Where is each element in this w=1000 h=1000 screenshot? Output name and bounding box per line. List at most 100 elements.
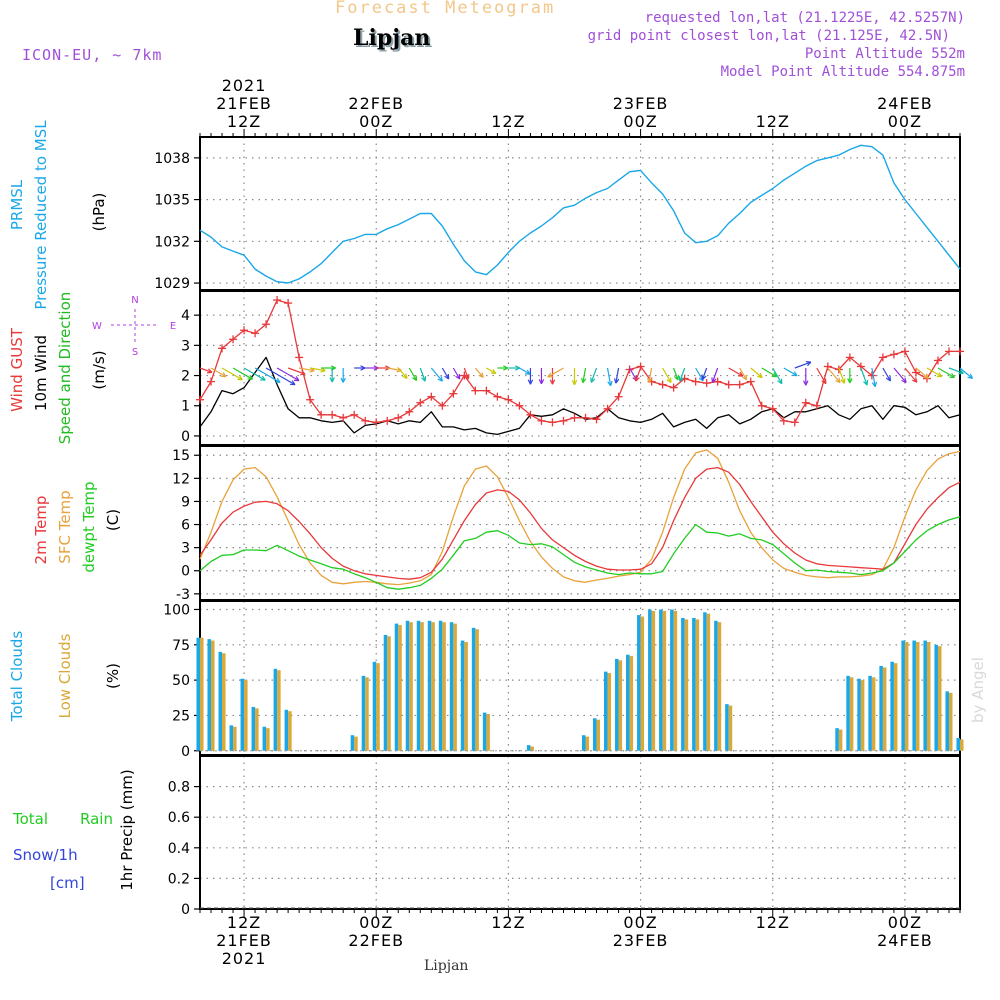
bar-total-clouds [835,728,839,751]
y-tick-label: 0 [181,744,190,760]
header-model-altitude: Model Point Altitude 554.875m [720,64,965,80]
gust-marker [713,377,722,386]
top-hour-label: 12Z [227,112,261,131]
bar-total-clouds [868,675,872,751]
bar-low-clouds [629,656,634,751]
bottom-hour-label: 00Z [888,913,922,932]
bar-low-clouds [596,719,601,751]
header-model: ICON-EU, ~ 7km [22,46,163,64]
wind-arrow [701,367,708,380]
gust-marker [614,392,623,401]
wind-arrow [538,368,545,385]
bar-low-clouds [871,677,876,751]
compass-n: N [131,295,138,306]
bar-total-clouds [262,726,267,751]
wind-arrow [959,367,974,380]
wind-arrow [580,367,587,384]
y-tick-label: 0 [181,429,190,445]
bar-total-clouds [857,678,861,751]
wind-arrow [527,368,534,385]
wind-arrow [662,367,672,384]
bar-low-clouds [640,616,645,751]
wind-arrow [497,365,509,371]
bar-total-clouds [273,668,278,751]
wind-arrow [210,367,227,378]
bar-low-clouds [431,622,435,751]
top-hour-label: 00Z [623,112,657,131]
bar-total-clouds [196,637,200,751]
bar-low-clouds [937,646,942,751]
bar-low-clouds [860,680,865,751]
bar-low-clouds [728,705,733,751]
wind-arrow [761,367,778,378]
wind-arrow [772,367,783,385]
panel-temp: -3 0 3 6 9 12 15 [172,445,961,603]
wind-arrow [590,367,598,383]
bar-low-clouds [200,637,204,751]
bottom-hour-label: 00Z [359,913,393,932]
panel-pressure: 1029 1032 1035 1038 [154,136,961,292]
gust-marker [658,380,667,389]
gust-marker [361,416,370,425]
y-tick-label: 1 [181,399,190,415]
gust-marker [878,353,887,362]
panel-frame [199,600,961,756]
bar-total-clouds [218,651,223,751]
gust-marker [735,380,744,389]
y-tick-label: 0.2 [168,871,190,887]
gust-marker [548,418,557,427]
y-tick-label: 1035 [154,193,190,209]
header-requested: requested lon,lat (21.1225E, 42.5257N) [644,10,965,26]
bottom-hour-label: 12Z [756,913,790,932]
gust-marker [482,386,491,395]
compass-s: S [132,347,138,358]
gust-marker [438,401,447,410]
bar-total-clouds [725,704,729,751]
wind-arrow [926,367,943,378]
bar-low-clouds [695,619,700,751]
gust-marker [801,398,810,407]
bar-low-clouds [233,726,237,751]
gust-marker [207,377,216,386]
wind-arrow [340,368,346,383]
bar-total-clouds [207,639,212,751]
wind-arrow [463,367,470,380]
y-tick-label: 50 [172,673,190,689]
bar-total-clouds [681,617,685,751]
header-grid-point: grid point closest lon,lat (21.125E, 42.… [587,28,950,44]
y-tick-label: 1032 [154,234,190,250]
bar-low-clouds [651,610,656,751]
y-tick-label: 2 [181,369,190,385]
gust-marker [724,380,733,389]
bar-total-clouds [648,609,652,751]
precip-snow-label: Snow/1h [13,846,78,864]
wind-arrow [937,367,955,379]
y-tick-label: -3 [176,587,190,603]
bar-total-clouds [956,738,960,751]
gust-marker [581,413,590,422]
bar-low-clouds [607,673,612,751]
header-location: Lipjan [353,25,431,51]
gust-marker [559,416,568,425]
bar-total-clouds [890,661,894,751]
wind-dir-label: Speed and Direction [56,292,74,445]
gust-marker [383,416,392,425]
bar-total-clouds [449,622,454,751]
bar-low-clouds [882,667,887,751]
bar-total-clouds [659,609,663,751]
wind-arrow [254,367,281,384]
top-year-label: 2021 [222,76,267,95]
bar-total-clouds [427,620,432,751]
gust-marker [471,386,480,395]
top-hour-label: 12Z [756,112,790,131]
top-hour-label: 12Z [491,112,525,131]
gust-marker [944,347,953,356]
bar-low-clouds [354,736,358,751]
wind-arrow [419,367,427,382]
wind-gust-label: Wind GUST [8,327,26,412]
bar-low-clouds [222,653,226,751]
wind-arrow [783,367,798,377]
wind-arrow [948,367,964,375]
bar-total-clouds [901,640,905,751]
